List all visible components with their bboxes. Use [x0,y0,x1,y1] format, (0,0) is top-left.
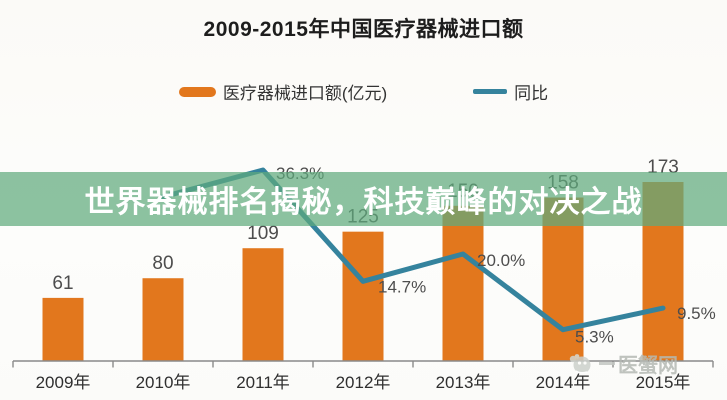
chart-legend: 医疗器械进口额(亿元) 同比 [0,79,727,104]
x-axis-label: 2012年 [336,373,391,392]
bar-2012年 [342,231,384,361]
bar-2010年 [142,278,184,361]
legend-item-imports: 医疗器械进口额(亿元) [178,79,388,104]
headline-banner: 世界器械排名揭秘，科技巅峰的对决之战 [0,172,727,226]
x-axis-label: 2013年 [436,373,491,392]
x-axis-label: 2015年 [636,373,691,392]
x-axis-label: 2010年 [136,373,191,392]
bar-2013年 [442,205,484,361]
watermark-dash [599,362,615,365]
pct-label: 5.3% [575,328,614,347]
pct-label: 14.7% [378,277,426,296]
bar-value-label: 80 [152,253,173,274]
x-axis-label: 2014年 [536,373,591,392]
bar-2011年 [242,248,284,361]
bar-2009年 [42,297,84,361]
pct-label: 9.5% [677,304,716,323]
chart-title: 2009-2015年中国医疗器械进口额 [203,18,524,41]
legend-label-yoy: 同比 [514,84,549,103]
line-swatch-icon [473,89,508,94]
bar-swatch-icon [178,86,216,97]
bar-value-label: 109 [247,223,279,244]
watermark-text: 医蟹网 [618,355,678,377]
crab-icon [569,353,591,374]
pct-label: 20.0% [477,251,525,270]
x-axis-label: 2011年 [236,373,290,392]
x-axis-label: 2009年 [36,373,91,392]
headline-text: 世界器械排名揭秘，科技巅峰的对决之战 [84,186,643,219]
legend-item-yoy: 同比 [473,79,548,104]
bar-value-label: 61 [52,273,73,294]
watermark: 医蟹网 [566,349,678,378]
legend-label-imports: 医疗器械进口额(亿元) [222,84,388,103]
